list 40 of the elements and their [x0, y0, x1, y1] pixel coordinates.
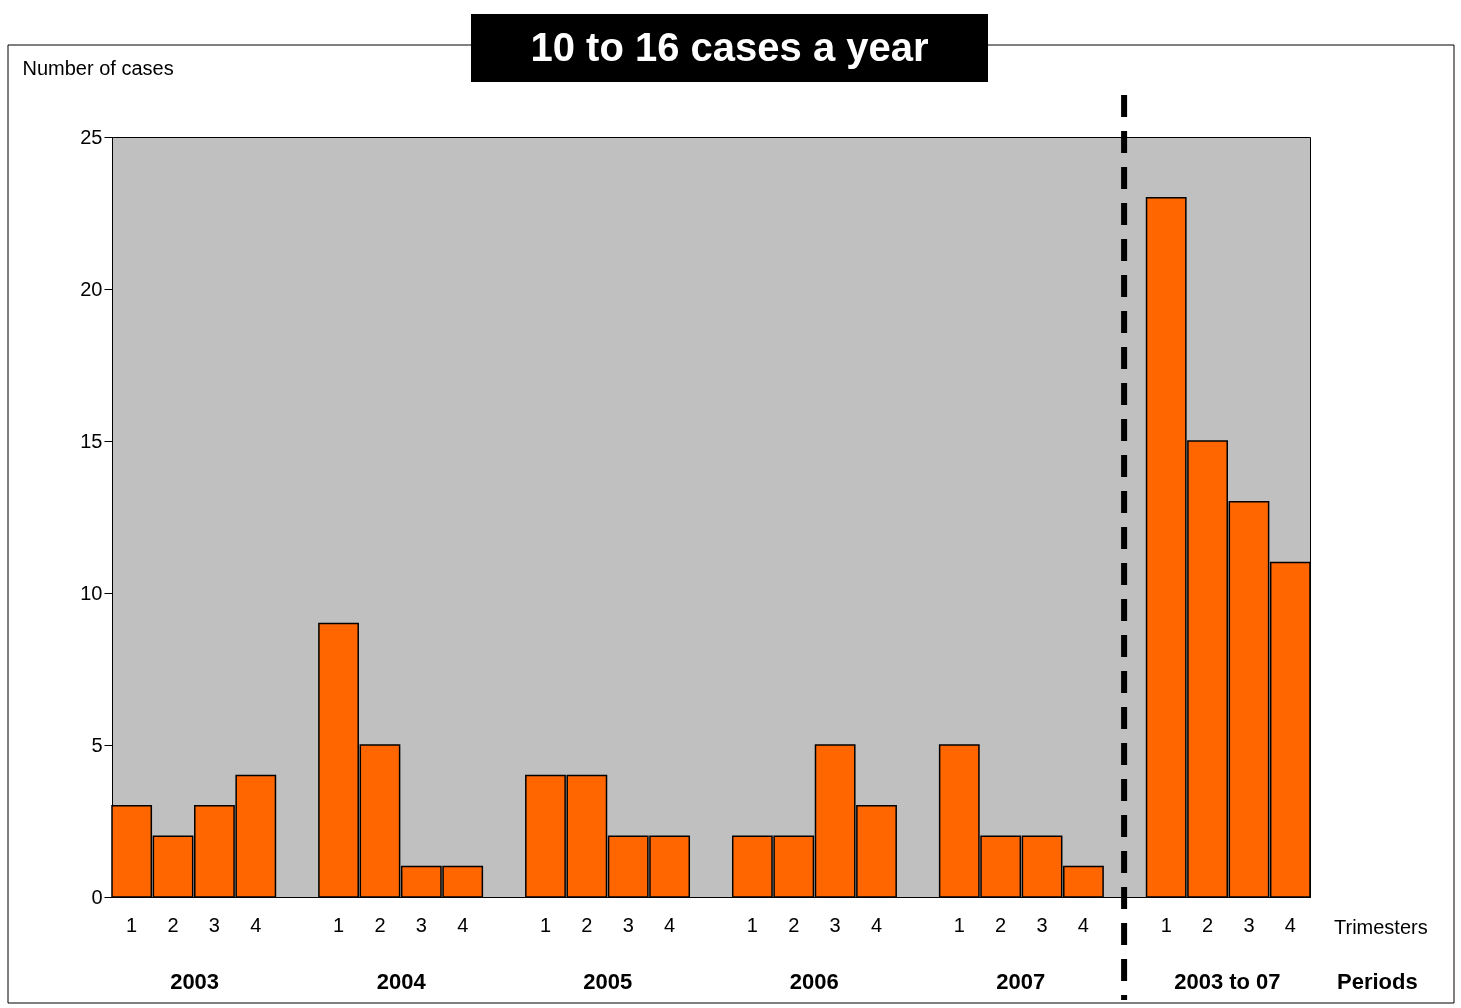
- text: 2006: [789, 969, 839, 994]
- y-tick-label: 20: [80, 277, 103, 300]
- x-tick-label: 2: [581, 913, 593, 936]
- y-tick-label: 10: [80, 581, 103, 604]
- chart-title: 10 to 16 cases a year: [530, 25, 929, 69]
- text: 2003: [170, 969, 220, 994]
- x-tick-label: 1: [746, 913, 758, 936]
- x-tick-label: 2: [1202, 913, 1214, 936]
- x-tick-label: 3: [622, 913, 634, 936]
- x-tick-label: 3: [1243, 913, 1255, 936]
- text: 2007: [996, 969, 1046, 994]
- y-tick-label: 25: [80, 125, 103, 148]
- x-tick-label: 2: [374, 913, 386, 936]
- x-tick-label: 3: [208, 913, 220, 936]
- x-tick-label: 2: [167, 913, 179, 936]
- y-tick-label: 5: [91, 733, 103, 756]
- x-tick-label: 1: [1160, 913, 1172, 936]
- text: 2004: [376, 969, 427, 994]
- text: 2003 to 07: [1174, 969, 1281, 994]
- x-tick-label: 4: [1284, 913, 1296, 936]
- text: 2005: [583, 969, 633, 994]
- x-tick-label: 3: [415, 913, 427, 936]
- x-axis-title: Trimesters: [1334, 916, 1428, 938]
- y-axis-title: Number of cases: [22, 56, 174, 79]
- x-tick-label: 4: [664, 913, 676, 936]
- x-tick-label: 2: [995, 913, 1007, 936]
- x-tick-label: 4: [1077, 913, 1089, 936]
- x-tick-label: 4: [870, 913, 883, 936]
- x-tick-label: 3: [829, 913, 841, 936]
- x-tick-label: 1: [953, 913, 965, 936]
- x-tick-label: 1: [333, 913, 345, 936]
- y-tick-label: 15: [80, 429, 103, 452]
- x-tick-label: 3: [1036, 913, 1048, 936]
- x-tick-label: 1: [539, 913, 552, 936]
- y-tick-label: 0: [91, 885, 103, 908]
- x-tick-label: 4: [250, 913, 262, 936]
- x-tick-label: 2: [788, 913, 800, 936]
- x-tick-label: 4: [457, 913, 469, 936]
- x-tick-label: 1: [126, 913, 138, 936]
- text: Periods: [1337, 969, 1418, 994]
